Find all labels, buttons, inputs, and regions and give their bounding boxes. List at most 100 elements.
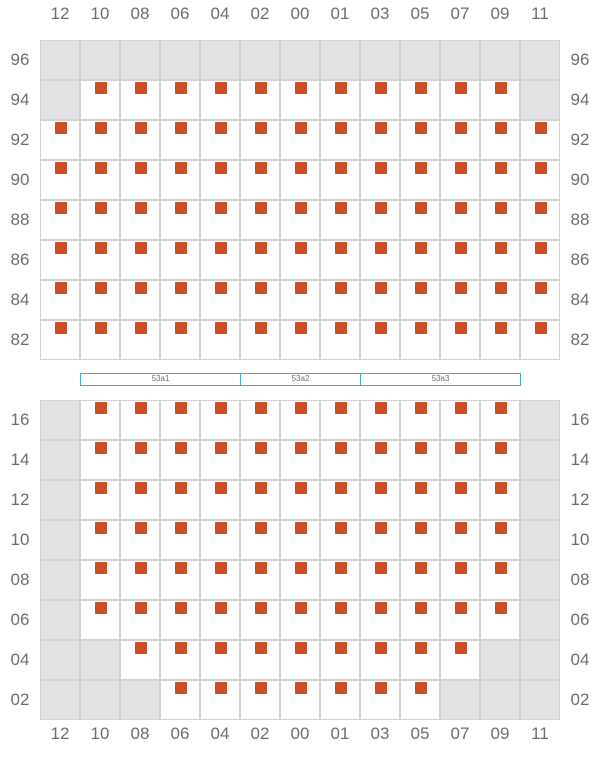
seat-lower-row-16-col-05[interactable] [415, 402, 427, 414]
seat-lower-row-04-col-08[interactable] [135, 642, 147, 654]
seat-upper-row-94-col-00[interactable] [295, 82, 307, 94]
seat-upper-row-92-col-06[interactable] [175, 122, 187, 134]
seat-upper-row-88-col-02[interactable] [255, 202, 267, 214]
seat-upper-row-84-col-08[interactable] [135, 282, 147, 294]
seat-upper-row-94-col-07[interactable] [455, 82, 467, 94]
section-53a3[interactable]: 53a3 [360, 373, 521, 386]
seat-lower-row-14-col-04[interactable] [215, 442, 227, 454]
seat-lower-row-06-col-08[interactable] [135, 602, 147, 614]
seat-upper-row-86-col-08[interactable] [135, 242, 147, 254]
seat-upper-row-92-col-08[interactable] [135, 122, 147, 134]
seat-upper-row-88-col-07[interactable] [455, 202, 467, 214]
seat-lower-row-06-col-01[interactable] [335, 602, 347, 614]
seat-upper-row-94-col-05[interactable] [415, 82, 427, 94]
seat-lower-row-12-col-01[interactable] [335, 482, 347, 494]
seat-lower-row-06-col-07[interactable] [455, 602, 467, 614]
seat-lower-row-08-col-03[interactable] [375, 562, 387, 574]
seat-upper-row-84-col-01[interactable] [335, 282, 347, 294]
seat-lower-row-14-col-03[interactable] [375, 442, 387, 454]
seat-upper-row-90-col-08[interactable] [135, 162, 147, 174]
seat-lower-row-14-col-02[interactable] [255, 442, 267, 454]
seat-upper-row-84-col-00[interactable] [295, 282, 307, 294]
seat-upper-row-84-col-09[interactable] [495, 282, 507, 294]
seat-upper-row-82-col-04[interactable] [215, 322, 227, 334]
seat-lower-row-12-col-10[interactable] [95, 482, 107, 494]
seat-upper-row-90-col-07[interactable] [455, 162, 467, 174]
seat-upper-row-82-col-07[interactable] [455, 322, 467, 334]
seat-lower-row-16-col-08[interactable] [135, 402, 147, 414]
seat-lower-row-10-col-06[interactable] [175, 522, 187, 534]
seat-upper-row-84-col-12[interactable] [55, 282, 67, 294]
seat-lower-row-10-col-05[interactable] [415, 522, 427, 534]
seat-lower-row-10-col-08[interactable] [135, 522, 147, 534]
seat-upper-row-82-col-06[interactable] [175, 322, 187, 334]
seat-lower-row-16-col-03[interactable] [375, 402, 387, 414]
seat-lower-row-04-col-04[interactable] [215, 642, 227, 654]
seat-upper-row-84-col-06[interactable] [175, 282, 187, 294]
seat-lower-row-10-col-02[interactable] [255, 522, 267, 534]
seat-lower-row-02-col-01[interactable] [335, 682, 347, 694]
seat-lower-row-10-col-04[interactable] [215, 522, 227, 534]
seat-upper-row-88-col-05[interactable] [415, 202, 427, 214]
seat-lower-row-02-col-00[interactable] [295, 682, 307, 694]
seat-lower-row-12-col-05[interactable] [415, 482, 427, 494]
seat-upper-row-88-col-11[interactable] [535, 202, 547, 214]
seat-upper-row-86-col-00[interactable] [295, 242, 307, 254]
seat-upper-row-84-col-10[interactable] [95, 282, 107, 294]
seat-upper-row-90-col-11[interactable] [535, 162, 547, 174]
seat-upper-row-92-col-02[interactable] [255, 122, 267, 134]
seat-lower-row-12-col-08[interactable] [135, 482, 147, 494]
seat-lower-row-10-col-01[interactable] [335, 522, 347, 534]
seat-upper-row-92-col-04[interactable] [215, 122, 227, 134]
seat-upper-row-88-col-09[interactable] [495, 202, 507, 214]
seat-upper-row-88-col-06[interactable] [175, 202, 187, 214]
seat-lower-row-10-col-03[interactable] [375, 522, 387, 534]
seat-lower-row-10-col-10[interactable] [95, 522, 107, 534]
seat-lower-row-04-col-06[interactable] [175, 642, 187, 654]
seat-lower-row-12-col-07[interactable] [455, 482, 467, 494]
section-53a1[interactable]: 53a1 [80, 373, 241, 386]
seat-upper-row-82-col-09[interactable] [495, 322, 507, 334]
seat-lower-row-02-col-04[interactable] [215, 682, 227, 694]
seat-lower-row-12-col-02[interactable] [255, 482, 267, 494]
seat-upper-row-86-col-04[interactable] [215, 242, 227, 254]
seat-lower-row-04-col-01[interactable] [335, 642, 347, 654]
seat-upper-row-84-col-11[interactable] [535, 282, 547, 294]
seat-lower-row-16-col-00[interactable] [295, 402, 307, 414]
seat-lower-row-06-col-05[interactable] [415, 602, 427, 614]
seat-lower-row-08-col-04[interactable] [215, 562, 227, 574]
seat-upper-row-86-col-03[interactable] [375, 242, 387, 254]
seat-lower-row-12-col-03[interactable] [375, 482, 387, 494]
seat-upper-row-86-col-11[interactable] [535, 242, 547, 254]
seat-lower-row-16-col-01[interactable] [335, 402, 347, 414]
seat-upper-row-94-col-09[interactable] [495, 82, 507, 94]
seat-lower-row-06-col-03[interactable] [375, 602, 387, 614]
seat-upper-row-86-col-12[interactable] [55, 242, 67, 254]
seat-upper-row-94-col-03[interactable] [375, 82, 387, 94]
seat-lower-row-02-col-02[interactable] [255, 682, 267, 694]
seat-upper-row-82-col-02[interactable] [255, 322, 267, 334]
seat-lower-row-10-col-07[interactable] [455, 522, 467, 534]
seat-lower-row-16-col-02[interactable] [255, 402, 267, 414]
seat-lower-row-16-col-09[interactable] [495, 402, 507, 414]
seat-upper-row-92-col-12[interactable] [55, 122, 67, 134]
seat-lower-row-12-col-09[interactable] [495, 482, 507, 494]
seat-lower-row-16-col-06[interactable] [175, 402, 187, 414]
seat-upper-row-86-col-06[interactable] [175, 242, 187, 254]
seat-upper-row-90-col-03[interactable] [375, 162, 387, 174]
seat-lower-row-08-col-07[interactable] [455, 562, 467, 574]
seat-upper-row-94-col-01[interactable] [335, 82, 347, 94]
seat-upper-row-82-col-01[interactable] [335, 322, 347, 334]
seat-upper-row-88-col-08[interactable] [135, 202, 147, 214]
seat-lower-row-02-col-05[interactable] [415, 682, 427, 694]
seat-upper-row-92-col-03[interactable] [375, 122, 387, 134]
seat-upper-row-82-col-11[interactable] [535, 322, 547, 334]
seat-lower-row-08-col-05[interactable] [415, 562, 427, 574]
seat-upper-row-86-col-02[interactable] [255, 242, 267, 254]
seat-upper-row-86-col-07[interactable] [455, 242, 467, 254]
seat-lower-row-02-col-06[interactable] [175, 682, 187, 694]
seat-upper-row-90-col-00[interactable] [295, 162, 307, 174]
seat-upper-row-90-col-05[interactable] [415, 162, 427, 174]
seat-upper-row-90-col-04[interactable] [215, 162, 227, 174]
seat-upper-row-82-col-00[interactable] [295, 322, 307, 334]
